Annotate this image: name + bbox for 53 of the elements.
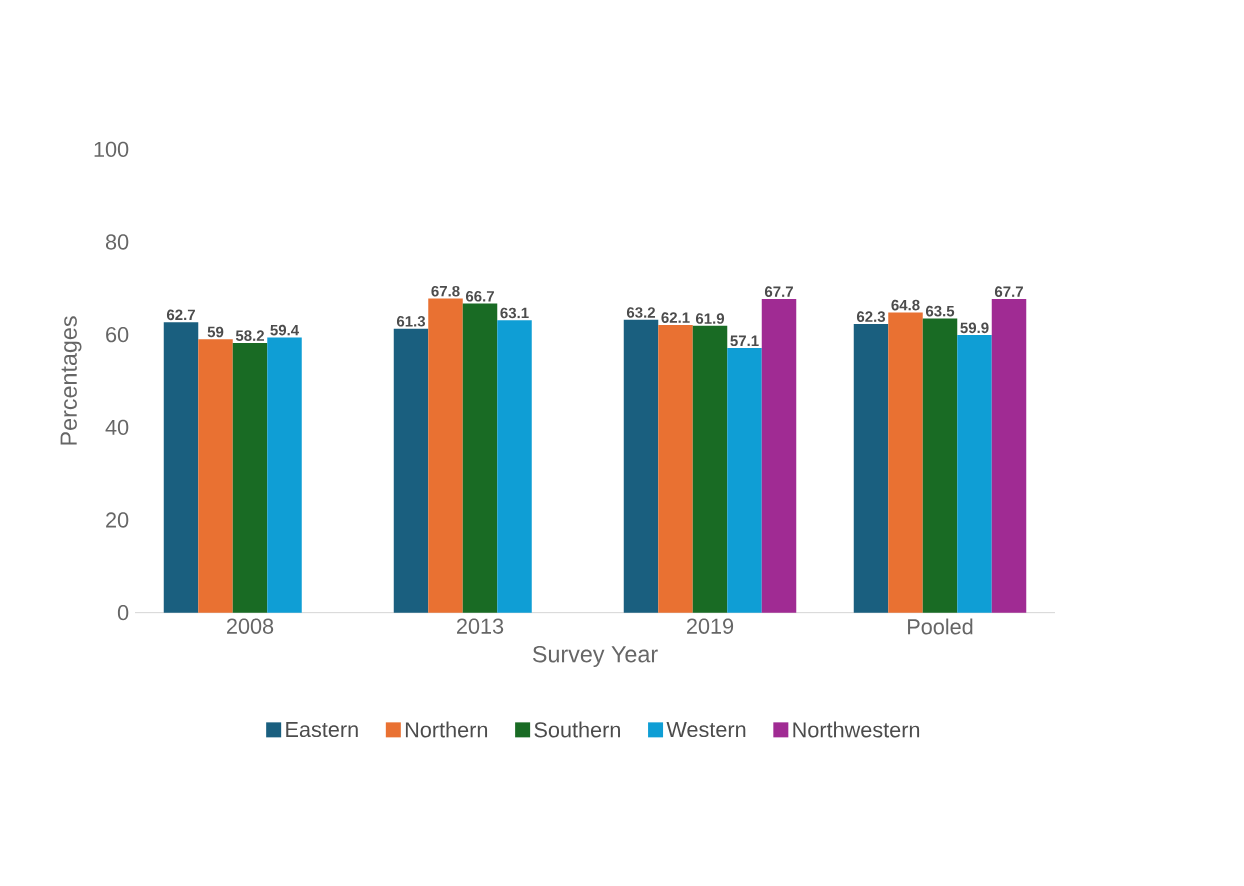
data-label: 67.8 <box>431 285 460 297</box>
bar <box>888 312 923 613</box>
bar <box>232 342 268 613</box>
bar <box>957 335 992 613</box>
x-tick-label: 2008 <box>227 618 274 634</box>
y-tick-label: 0 <box>117 604 129 621</box>
bar <box>462 303 498 613</box>
bar <box>922 318 958 613</box>
data-label: 61.3 <box>396 315 426 327</box>
bar <box>393 328 429 613</box>
data-label: 67.7 <box>994 286 1023 297</box>
legend-label: Western <box>666 721 746 738</box>
bar <box>658 324 693 613</box>
data-label: 58.2 <box>235 330 264 341</box>
data-label: 62.1 <box>661 312 690 323</box>
y-axis-title: Percentages <box>60 316 82 445</box>
y-tick-label: 60 <box>106 326 129 343</box>
data-label: 63.1 <box>500 307 529 319</box>
x-tick-label: 2019 <box>687 618 734 634</box>
bar <box>198 339 233 613</box>
bar <box>623 319 659 613</box>
data-label: 61.9 <box>695 313 725 324</box>
y-tick-label: 20 <box>106 512 129 528</box>
data-label: 59.4 <box>270 324 300 336</box>
bar <box>428 298 463 613</box>
x-tick-label: 2013 <box>457 618 504 634</box>
y-tick-label: 80 <box>105 234 129 250</box>
bar <box>853 323 889 613</box>
x-tick-label: Pooled <box>908 618 973 635</box>
data-label: 62.7 <box>166 309 195 321</box>
y-tick-label: 100 <box>94 141 129 157</box>
legend-label: Northern <box>405 721 488 738</box>
data-label: 59.9 <box>960 322 989 334</box>
data-label: 57.1 <box>730 335 759 347</box>
bar <box>991 298 1027 613</box>
legend-label: Southern <box>534 721 620 738</box>
data-label: 62.3 <box>856 311 886 322</box>
y-tick-label: 40 <box>105 419 129 435</box>
data-label: 63.2 <box>626 307 655 318</box>
bar <box>692 325 728 613</box>
data-label: 67.7 <box>764 286 793 297</box>
legend-label: Eastern <box>286 721 358 738</box>
data-label: 66.7 <box>465 290 494 302</box>
legend-label: Northwestern <box>793 721 920 738</box>
bar <box>267 337 302 613</box>
bar <box>761 298 797 613</box>
data-label: 64.8 <box>891 299 920 311</box>
bar <box>727 348 762 613</box>
bar <box>497 320 532 613</box>
x-axis-title: Survey Year <box>532 645 658 668</box>
data-label: 63.5 <box>925 305 955 317</box>
data-label: 59 <box>207 326 224 338</box>
bar <box>163 322 199 613</box>
